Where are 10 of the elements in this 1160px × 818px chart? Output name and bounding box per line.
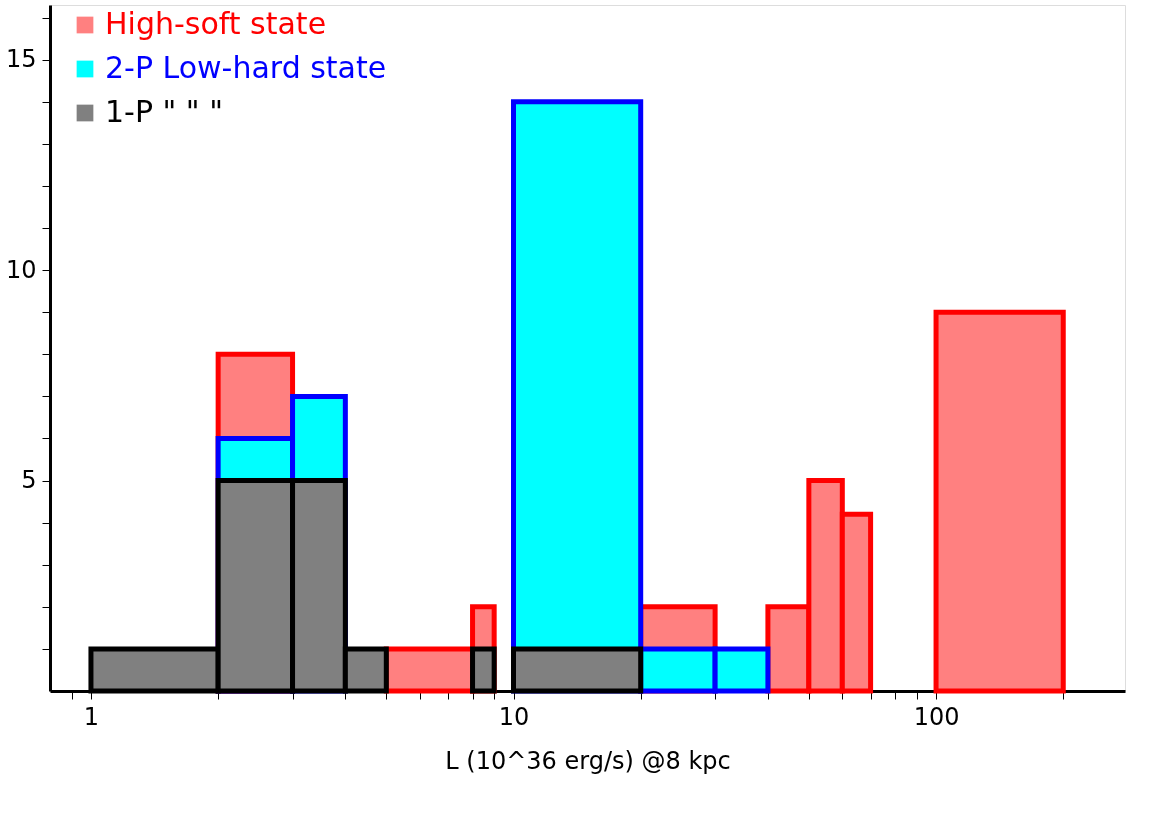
legend-label: 1-P " " "	[105, 94, 224, 129]
x-axis-title: L (10^36 erg/s) @8 kpc	[445, 746, 731, 775]
y-tick-label: 5	[21, 466, 37, 495]
legend-label: 2-P Low-hard state	[105, 50, 387, 85]
legend-label: High-soft state	[105, 6, 327, 41]
x-tick-label: 10	[498, 702, 530, 731]
y-tick-label: 10	[5, 255, 37, 284]
x-tick-label: 100	[913, 702, 960, 731]
x-tick-label: 1	[83, 702, 100, 731]
y-tick-label: 15	[5, 45, 37, 74]
